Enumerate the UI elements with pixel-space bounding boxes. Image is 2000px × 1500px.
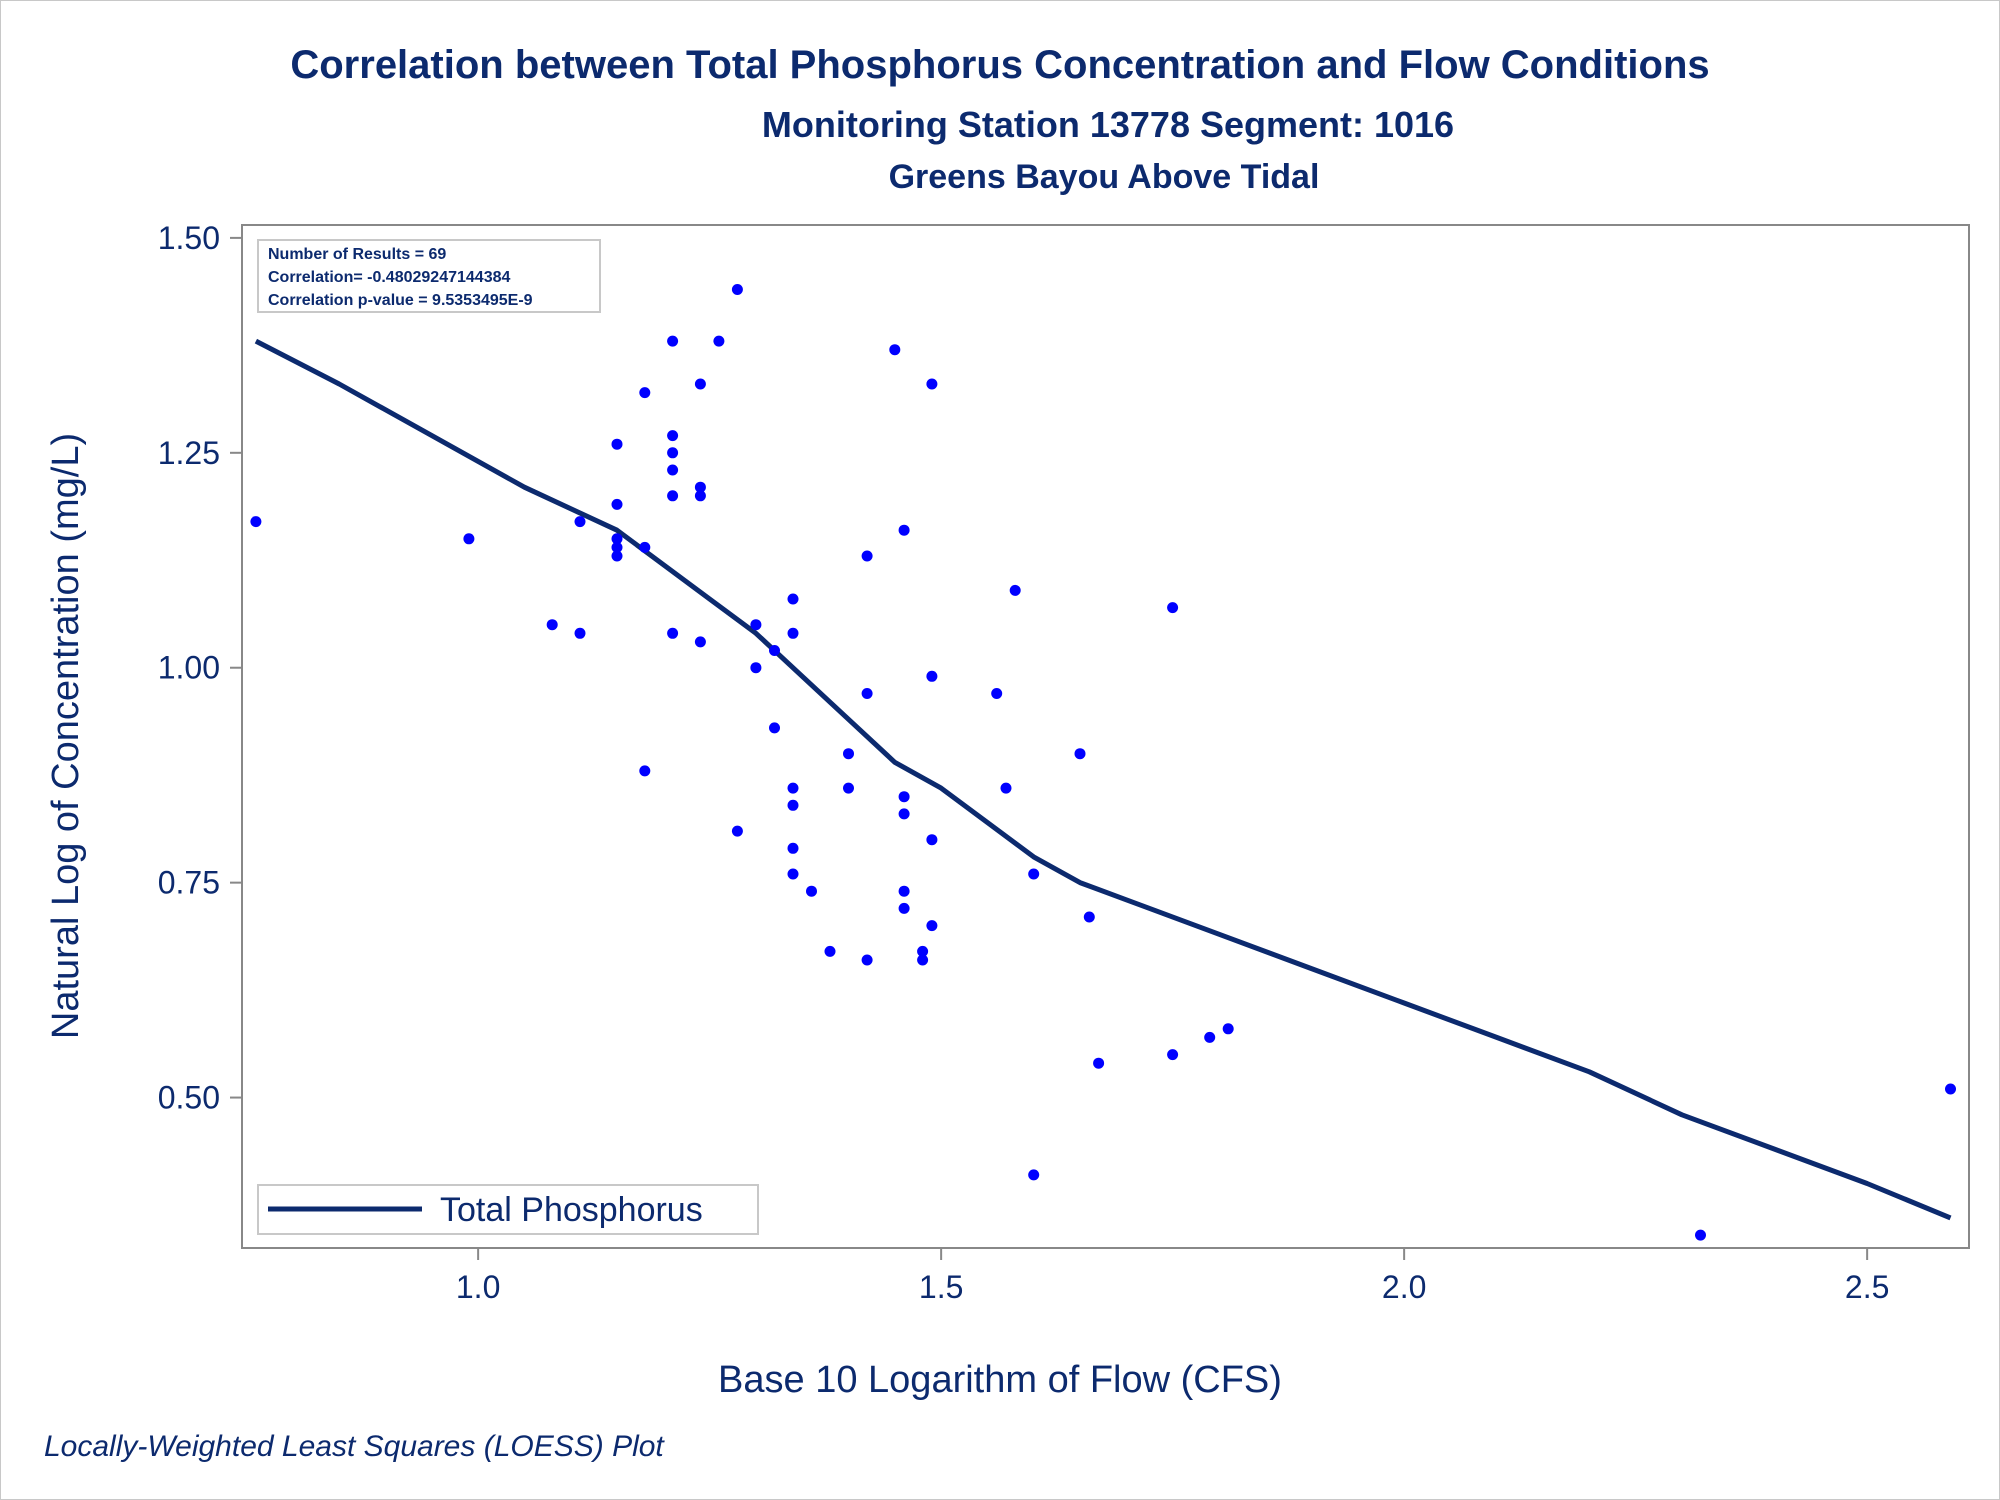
chart-subtitle-2: Greens Bayou Above Tidal (889, 158, 1320, 196)
data-point (713, 335, 725, 347)
x-tick-label: 2.5 (1845, 1269, 1889, 1305)
data-point (898, 524, 910, 536)
x-tick-label: 1.5 (919, 1269, 963, 1305)
data-point (1945, 1083, 1956, 1095)
data-point (787, 593, 799, 605)
data-point (926, 670, 938, 682)
data-point (787, 868, 799, 880)
data-point (1167, 602, 1179, 614)
x-tick-label: 2.0 (1382, 1269, 1426, 1305)
data-point (611, 498, 623, 510)
data-point (694, 636, 706, 648)
stats-box (257, 239, 601, 313)
data-point (611, 550, 623, 562)
data-point (639, 541, 651, 553)
data-point (667, 627, 679, 639)
chart-subtitle: Monitoring Station 13778 Segment: 1016 (762, 104, 1454, 145)
data-point (574, 627, 586, 639)
data-point (611, 541, 623, 553)
data-point (463, 533, 475, 545)
legend-label: Total Phosphorus (440, 1191, 703, 1229)
stats-p-value: Correlation p-value = 9.5353495E-9 (268, 292, 533, 309)
data-point (639, 387, 651, 399)
data-point (667, 464, 679, 476)
data-point (861, 688, 873, 699)
data-point (787, 799, 799, 811)
data-point (991, 688, 1003, 699)
data-point (769, 645, 780, 656)
data-point (898, 808, 910, 820)
x-tick-label: 1.0 (456, 1269, 500, 1305)
y-tick-label: 1.50 (158, 220, 220, 256)
y-tick-label: 1.25 (158, 435, 220, 471)
data-point (926, 834, 938, 846)
y-tick-label: 0.50 (158, 1080, 220, 1116)
data-point (898, 791, 910, 803)
data-point (824, 945, 836, 957)
chart-title: Correlation between Total Phosphorus Con… (290, 43, 1709, 87)
data-point (926, 378, 938, 390)
data-point (787, 842, 799, 854)
plot-area (241, 224, 1970, 1249)
data-point (843, 782, 854, 794)
data-point (917, 945, 929, 957)
data-point (769, 722, 780, 734)
data-point (1204, 1031, 1216, 1043)
data-point (1167, 1049, 1179, 1061)
data-point (731, 284, 743, 295)
data-point (1083, 911, 1095, 923)
data-point (1093, 1057, 1105, 1069)
data-point (667, 447, 679, 459)
footnote: Locally-Weighted Least Squares (LOESS) P… (44, 1430, 665, 1463)
data-point (611, 533, 623, 545)
data-point (806, 885, 817, 897)
data-point (1009, 584, 1021, 596)
data-point (1028, 868, 1040, 880)
data-point (1000, 782, 1012, 794)
data-point (750, 619, 762, 631)
stats-count: Number of Results = 69 (268, 246, 446, 263)
points-layer (250, 284, 1956, 1241)
data-point (898, 885, 910, 897)
data-point (667, 490, 679, 502)
data-point (250, 516, 262, 528)
y-axis-ticks: 0.50 0.75 1.00 1.25 1.50 (158, 220, 242, 1116)
data-point (917, 954, 929, 966)
data-point (926, 920, 938, 932)
data-point (694, 481, 706, 493)
stats-correlation: Correlation= -0.48029247144384 (268, 269, 510, 286)
data-point (861, 550, 873, 562)
data-point (546, 619, 558, 631)
data-point (889, 344, 901, 356)
y-tick-label: 1.00 (158, 650, 220, 686)
loess-line (254, 338, 1952, 1221)
data-point (694, 490, 706, 502)
data-point (639, 765, 651, 777)
x-axis-ticks: 1.0 1.5 2.0 2.5 (456, 1248, 1889, 1305)
data-point (694, 378, 706, 390)
loess-layer (254, 338, 1952, 1221)
data-point (1074, 748, 1086, 760)
data-point (750, 662, 762, 674)
data-point (861, 954, 873, 966)
data-point (1028, 1169, 1040, 1181)
data-point (667, 430, 679, 442)
data-point (898, 902, 910, 914)
y-tick-label: 0.75 (158, 865, 220, 901)
data-point (731, 825, 743, 837)
data-point (667, 335, 679, 347)
y-axis-label: Natural Log of Concentration (mg/L) (45, 433, 87, 1039)
data-point (843, 748, 854, 760)
data-point (787, 782, 799, 794)
data-point (787, 627, 799, 639)
data-point (574, 516, 586, 528)
data-point (1222, 1023, 1234, 1035)
data-point (611, 438, 623, 450)
x-axis-label: Base 10 Logarithm of Flow (CFS) (718, 1359, 1282, 1401)
data-point (1695, 1229, 1706, 1241)
